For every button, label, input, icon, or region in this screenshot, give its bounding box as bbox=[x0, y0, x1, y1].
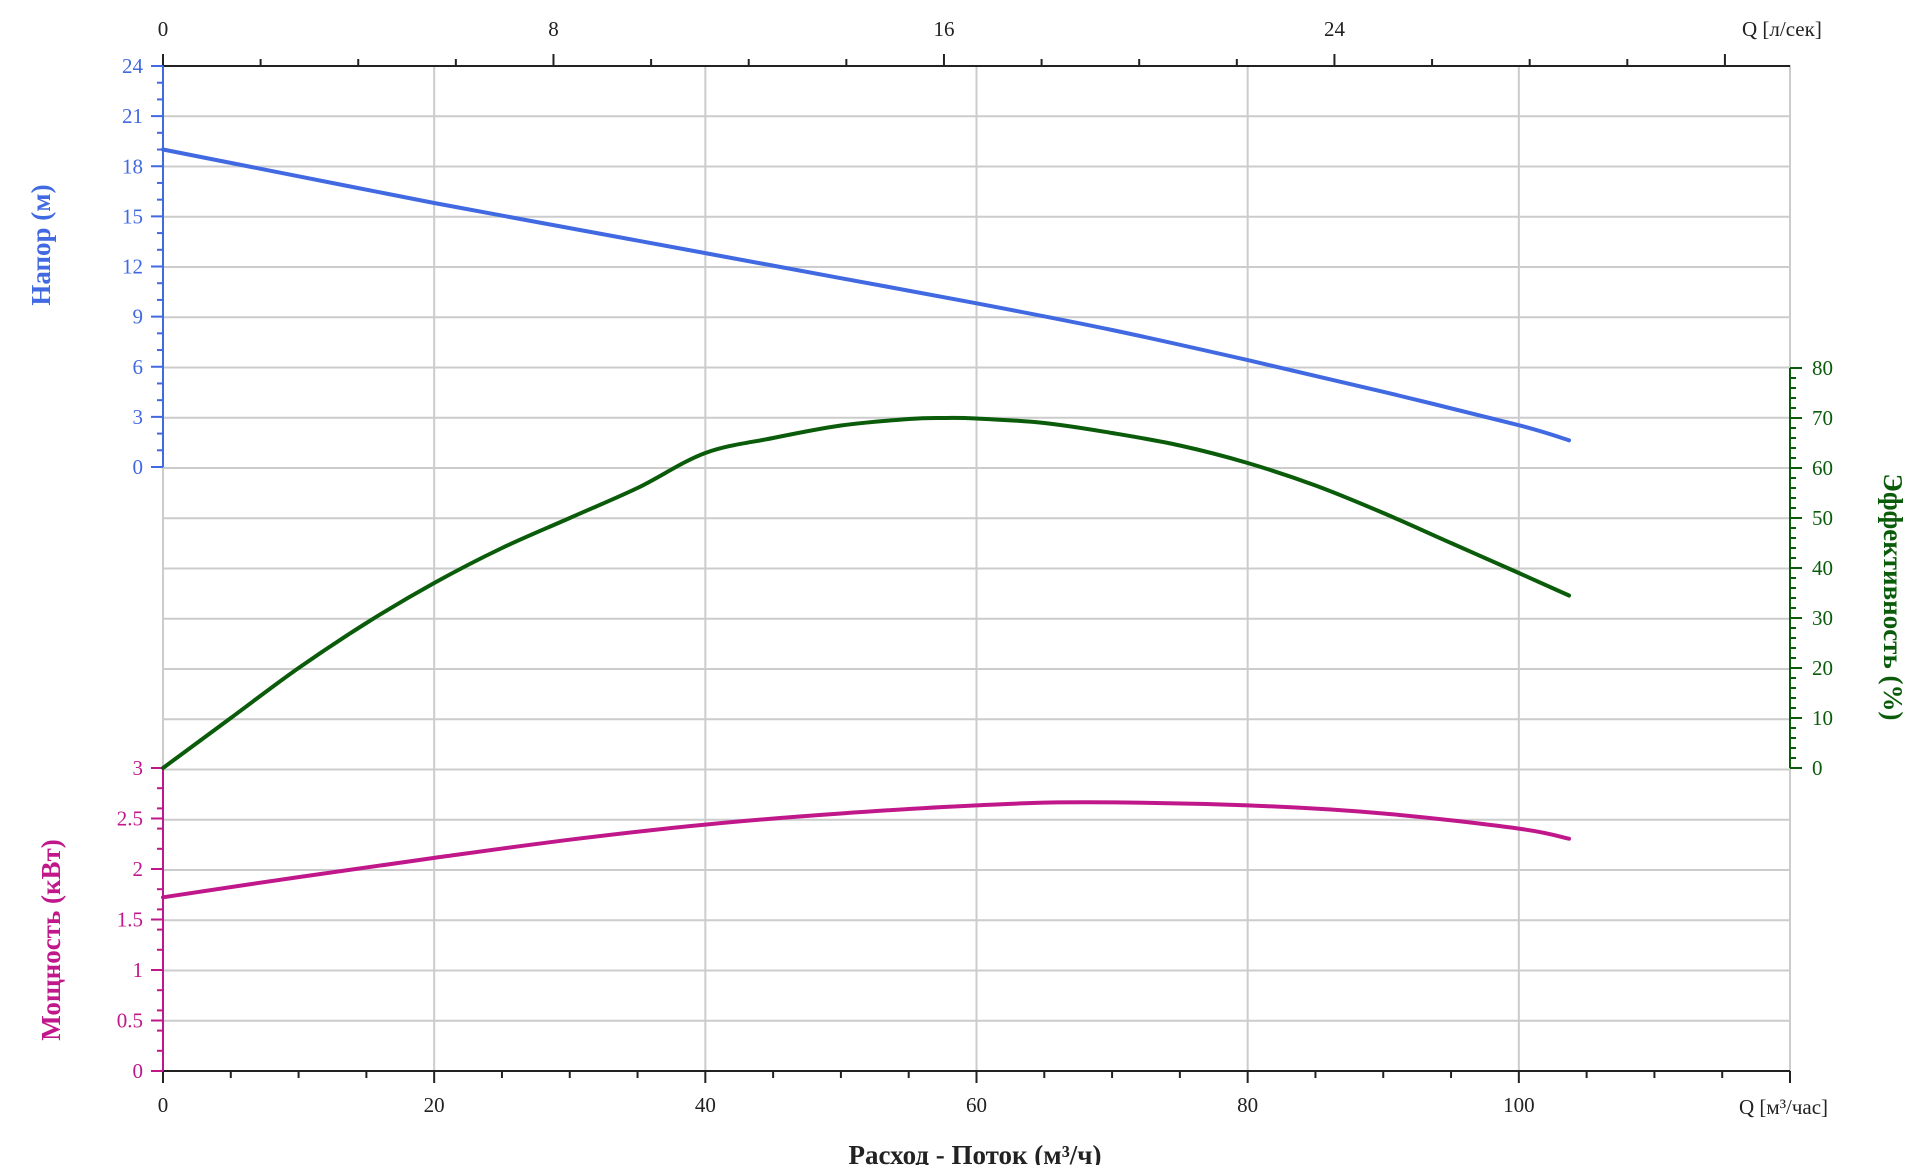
head-tick-label: 6 bbox=[133, 355, 144, 379]
x2-tick-label: 16 bbox=[933, 17, 954, 41]
efficiency-tick-label: 30 bbox=[1812, 606, 1833, 630]
head-tick-label: 24 bbox=[122, 54, 144, 78]
head-tick-label: 21 bbox=[122, 104, 143, 128]
power-tick-label: 2 bbox=[133, 857, 144, 881]
x-tick-label: 20 bbox=[424, 1093, 445, 1117]
x2-tick-label: 8 bbox=[548, 17, 559, 41]
x-tick-label: 100 bbox=[1503, 1093, 1535, 1117]
efficiency-tick-label: 60 bbox=[1812, 456, 1833, 480]
x-unit-label: Q [м³/час] bbox=[1739, 1095, 1828, 1119]
head-tick-label: 18 bbox=[122, 154, 143, 178]
head-tick-label: 0 bbox=[133, 455, 144, 479]
efficiency-axis-title: Эффективность (%) bbox=[1878, 474, 1908, 721]
efficiency-tick-label: 0 bbox=[1812, 756, 1823, 780]
power-tick-label: 1.5 bbox=[117, 908, 143, 932]
head-tick-label: 12 bbox=[122, 255, 143, 279]
power-tick-label: 0.5 bbox=[117, 1009, 143, 1033]
x-axis-title: Расход - Поток (м³/ч) bbox=[848, 1140, 1101, 1165]
power-tick-label: 1 bbox=[133, 958, 144, 982]
x2-unit-label: Q [л/сек] bbox=[1742, 17, 1822, 41]
efficiency-tick-label: 10 bbox=[1812, 706, 1833, 730]
efficiency-tick-label: 70 bbox=[1812, 406, 1833, 430]
power-tick-label: 3 bbox=[133, 756, 144, 780]
series-layer bbox=[161, 147, 1571, 900]
head-curve bbox=[161, 147, 1571, 443]
grid-layer bbox=[162, 65, 1791, 1072]
x2-tick-label: 0 bbox=[158, 17, 169, 41]
head-axis-title: Напор (м) bbox=[26, 184, 56, 305]
x-tick-label: 60 bbox=[966, 1093, 987, 1117]
power-curve bbox=[161, 800, 1571, 900]
power-tick-label: 0 bbox=[133, 1059, 144, 1083]
power-axis-title: Мощность (кВт) bbox=[36, 839, 66, 1041]
head-tick-label: 3 bbox=[133, 405, 144, 429]
efficiency-tick-label: 50 bbox=[1812, 506, 1833, 530]
x2-tick-label: 24 bbox=[1324, 17, 1346, 41]
power-tick-label: 2.5 bbox=[117, 807, 143, 831]
efficiency-curve bbox=[161, 415, 1571, 770]
head-tick-label: 15 bbox=[122, 204, 143, 228]
efficiency-tick-label: 40 bbox=[1812, 556, 1833, 580]
x-tick-label: 0 bbox=[158, 1093, 169, 1117]
x-tick-label: 40 bbox=[695, 1093, 716, 1117]
head-tick-label: 9 bbox=[133, 305, 144, 329]
x-tick-label: 80 bbox=[1237, 1093, 1258, 1117]
efficiency-tick-label: 20 bbox=[1812, 656, 1833, 680]
efficiency-tick-label: 80 bbox=[1812, 356, 1833, 380]
